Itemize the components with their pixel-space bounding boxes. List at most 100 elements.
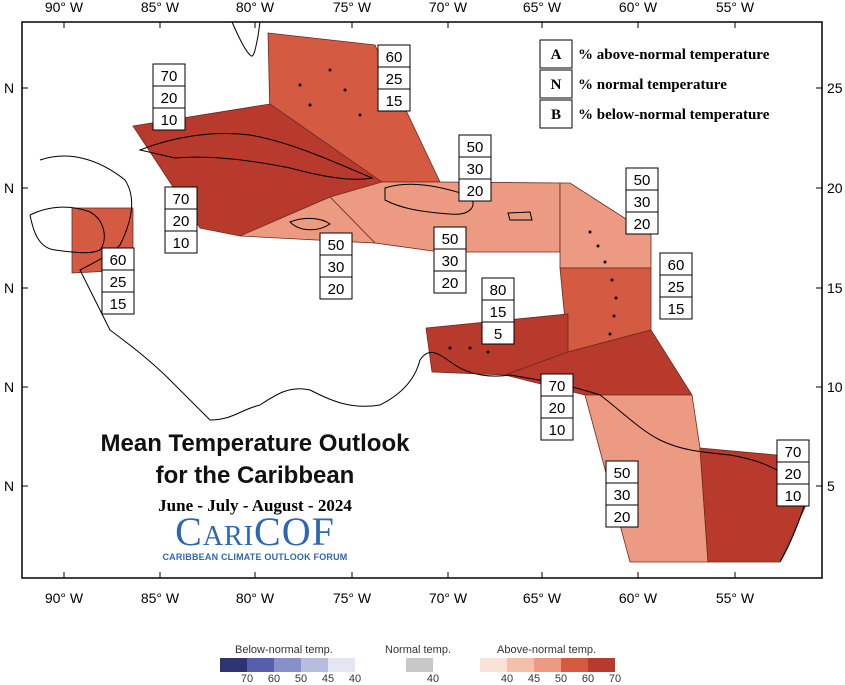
prob-normal: 30 [467, 161, 484, 178]
coastlines [29, 21, 807, 563]
prob-above: 50 [634, 172, 651, 189]
prob-below: 10 [161, 112, 178, 129]
probability-legend: A N B % above-normal temperature % norma… [539, 39, 770, 129]
prob-normal: 20 [549, 400, 566, 417]
probability-stack-northern-leewards: 50 30 20 [625, 167, 659, 235]
prob-normal: 15 [490, 304, 507, 321]
probability-stack-abc-islands: 80 15 5 [481, 277, 515, 345]
above-value: 40 [500, 673, 514, 685]
right-latitude-axis: 25 20 15 10 5 [827, 80, 843, 494]
lon-tick-bottom: 55° W [716, 590, 755, 606]
normal-value: 40 [426, 673, 440, 685]
lon-tick-bottom: 65° W [523, 590, 562, 606]
prob-below: 20 [467, 183, 484, 200]
lat-tick-right: 25 [827, 80, 843, 96]
lon-tick-top: 85° W [141, 0, 180, 15]
lon-tick-bottom: 85° W [141, 590, 180, 606]
below-swatch [247, 658, 274, 672]
prob-below: 20 [634, 216, 651, 233]
lat-tick-right: 20 [827, 180, 843, 196]
colorbar-normal-label: Normal temp. [385, 644, 452, 656]
above-value: 50 [554, 673, 568, 685]
lat-tick-left: N [4, 478, 14, 494]
map-title-block: Mean Temperature Outlook for the Caribbe… [80, 428, 430, 516]
above-swatch [588, 658, 615, 672]
lon-tick-top: 65° W [523, 0, 562, 15]
legend-label-normal: % normal temperature [578, 77, 727, 93]
probability-stack-suriname: 70 20 10 [776, 439, 810, 507]
lon-tick-top: 70° W [429, 0, 468, 15]
prob-below: 20 [442, 275, 459, 292]
lon-tick-bottom: 60° W [619, 590, 658, 606]
prob-above: 60 [386, 49, 403, 66]
prob-below: 5 [494, 326, 502, 343]
lat-tick-right: 10 [827, 379, 843, 395]
prob-normal: 30 [328, 259, 345, 276]
prob-below: 20 [614, 509, 631, 526]
below-value: 45 [321, 673, 335, 685]
above-value: 45 [527, 673, 541, 685]
prob-normal: 30 [442, 253, 459, 270]
prob-normal: 20 [161, 90, 178, 107]
below-swatch [328, 658, 355, 672]
lat-tick-right: 5 [827, 478, 835, 494]
prob-above: 50 [442, 231, 459, 248]
probability-stack-jamaica: 50 30 20 [319, 232, 353, 300]
above-value: 70 [608, 673, 622, 685]
caricof-logo: CariCOF CARIBBEAN CLIMATE OUTLOOK FORUM [150, 509, 360, 563]
below-value: 50 [294, 673, 308, 685]
zone-jamaica [239, 196, 377, 244]
above-swatch [534, 658, 561, 672]
left-latitude-axis: N N N N N [4, 80, 14, 494]
below-value: 70 [240, 673, 254, 685]
lon-tick-top: 90° W [45, 0, 84, 15]
florida-coast [231, 21, 261, 57]
zone-northern-leewards [559, 182, 652, 269]
lat-tick-left: N [4, 180, 14, 196]
prob-above: 50 [467, 139, 484, 156]
below-swatch [274, 658, 301, 672]
prob-above: 70 [785, 444, 802, 461]
prob-normal: 30 [614, 487, 631, 504]
prob-normal: 25 [386, 71, 403, 88]
lat-tick-right: 15 [827, 280, 843, 296]
probability-stack-cuba: 70 20 10 [152, 63, 186, 131]
legend-key-normal: N [551, 77, 562, 93]
top-longitude-axis: 90° W 85° W 80° W 75° W 70° W 65° W 60° … [45, 0, 755, 15]
probability-stack-trinidad: 70 20 10 [540, 373, 574, 441]
above-swatch [561, 658, 588, 672]
probability-stack-windwards: 60 25 15 [659, 252, 693, 320]
forecast-period: June - July - August - 2024 [158, 496, 352, 515]
lat-tick-left: N [4, 80, 14, 96]
prob-above: 70 [549, 378, 566, 395]
lon-tick-top: 55° W [716, 0, 755, 15]
map-title: Mean Temperature Outlook [100, 430, 410, 457]
lon-tick-top: 80° W [236, 0, 275, 15]
island-chain [298, 68, 618, 354]
prob-below: 15 [668, 301, 685, 318]
puerto-rico-coast [507, 211, 533, 221]
prob-above: 50 [328, 237, 345, 254]
prob-normal: 30 [634, 194, 651, 211]
prob-above: 80 [490, 282, 507, 299]
prob-normal: 20 [785, 466, 802, 483]
legend-label-above: % above-normal temperature [578, 47, 770, 63]
below-value: 40 [348, 673, 362, 685]
colorbar-below-label: Below-normal temp. [235, 644, 333, 656]
probability-stack-hispaniola: 50 30 20 [458, 134, 492, 202]
prob-below: 20 [328, 281, 345, 298]
prob-above: 60 [110, 252, 127, 269]
prob-normal: 25 [668, 279, 685, 296]
prob-below: 10 [549, 422, 566, 439]
lon-tick-top: 75° W [333, 0, 372, 15]
above-swatch [507, 658, 534, 672]
prob-above: 70 [173, 191, 190, 208]
hispaniola-coast [384, 183, 474, 215]
tick-marks [22, 22, 822, 578]
colorbar-above-label: Above-normal temp. [497, 644, 597, 656]
color-scale: Below-normal temp. Normal temp. Above-no… [0, 640, 845, 685]
logo-wordmark: CariCOF [175, 509, 335, 554]
map-title-line2: for the Caribbean [155, 462, 355, 489]
above-swatch [480, 658, 507, 672]
logo-subtitle: CARIBBEAN CLIMATE OUTLOOK FORUM [162, 552, 348, 562]
